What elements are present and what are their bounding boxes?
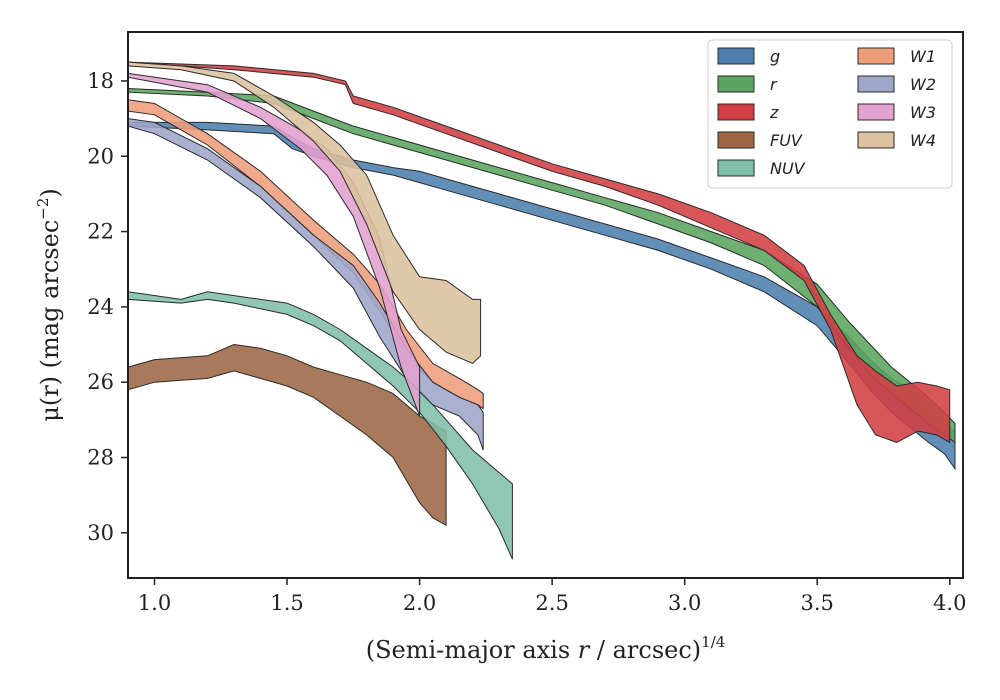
x-label-italic: r [578,636,591,664]
legend-label-w3: W3 [910,103,936,122]
x-tick-label: 2.5 [535,591,568,615]
legend-swatch-fuv [717,131,755,149]
x-axis-ticks: 1.0 1.5 2.0 2.5 3.0 3.5 4.0 [138,578,966,615]
x-tick-label: 1.0 [138,591,171,615]
y-tick-label: 30 [87,521,114,545]
x-axis-label: (Semi-major axis r / arcsec)1/4 [366,633,726,664]
legend-label-w4: W4 [910,131,936,150]
series-band-nuv [127,291,513,560]
legend-swatch-r [717,75,755,93]
legend-label-z: z [769,103,779,122]
y-label-text: ) [36,188,64,197]
x-tick-label: 2.0 [403,591,436,615]
x-label-text: / arcsec) [589,636,701,664]
legend-swatch-z [717,103,755,121]
x-tick-label: 3.0 [668,591,701,615]
y-tick-label: 20 [87,144,114,168]
y-label-text: μ(r) (mag arcsec [36,220,64,422]
y-tick-label: 24 [87,295,114,319]
series-band-w2 [127,118,484,451]
series-band-w4 [127,61,482,364]
y-tick-label: 22 [87,220,114,244]
x-label-text: (Semi-major axis [366,636,578,664]
y-label-exponent: −2 [34,198,52,220]
legend-swatch-w4 [857,131,895,149]
legend: grz FUV NUV W1 W2 W3 W4 [707,39,953,189]
x-tick-label: 3.5 [801,591,834,615]
series-band-g [127,121,956,471]
y-tick-label: 26 [87,370,114,394]
legend-swatch-w3 [857,103,895,121]
series-layer [127,61,956,560]
series-band-z [127,61,951,444]
legend-swatch-nuv [717,159,755,177]
legend-swatch-g [717,47,755,65]
y-axis-ticks: 18 20 22 24 26 28 30 [87,69,128,545]
legend-label-fuv: FUV [770,131,803,150]
legend-label-nuv: NUV [770,159,806,178]
legend-label-w2: W2 [910,75,936,94]
plot-frame [127,31,964,579]
legend-label-g: g [770,47,780,66]
y-axis-label: μ(r) (mag arcsec−2) [34,188,64,422]
legend-label-w1: W1 [910,47,936,66]
x-tick-label: 1.5 [270,591,303,615]
y-tick-label: 28 [87,446,114,470]
legend-swatch-w2 [857,75,895,93]
x-label-exponent: 1/4 [701,633,725,651]
y-tick-label: 18 [87,69,114,93]
legend-swatch-w1 [857,47,895,65]
legend-label-r: r [770,75,778,94]
series-band-r [127,87,956,444]
x-tick-label: 4.0 [933,591,966,615]
series-band-fuv [127,343,447,527]
